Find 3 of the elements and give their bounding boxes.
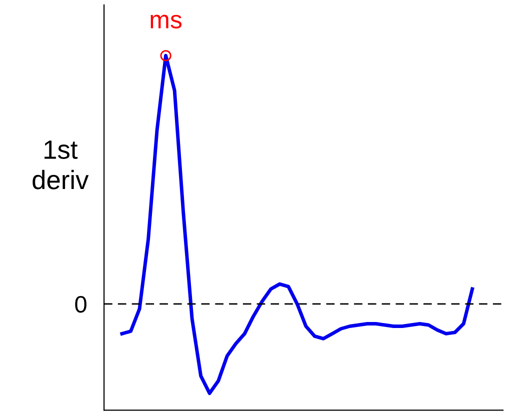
text: ms xyxy=(150,14,182,28)
y-axis-title: 1st deriv xyxy=(32,140,89,190)
ref-line-label: 0 xyxy=(75,296,86,313)
